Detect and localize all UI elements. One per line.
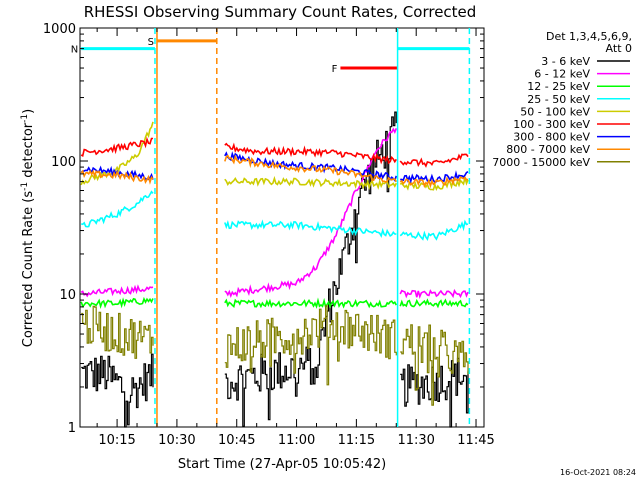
series-line	[224, 142, 397, 165]
series-line	[224, 127, 398, 298]
legend-label: 12 - 25 keV	[527, 80, 590, 93]
legend-label: 50 - 100 keV	[520, 105, 590, 118]
series-line	[224, 219, 397, 239]
series-line	[80, 190, 154, 228]
series-line	[224, 111, 397, 427]
series-line	[80, 121, 154, 186]
series-line	[80, 284, 154, 298]
legend-label: 100 - 300 keV	[513, 118, 590, 131]
x-tick-label: 10:15	[98, 433, 135, 448]
x-tick-label: 11:00	[278, 433, 315, 448]
flag-label: F	[332, 64, 338, 75]
legend-label: 25 - 50 keV	[527, 93, 590, 106]
x-tick-label: 11:15	[338, 433, 375, 448]
legend-label: 3 - 6 keV	[541, 55, 590, 68]
series-line	[399, 153, 469, 168]
y-tick-label: 10	[59, 288, 76, 303]
legend-label: 6 - 12 keV	[534, 68, 590, 81]
series-line	[224, 305, 397, 386]
y-tick-label: 100	[51, 155, 76, 170]
flag-layer: S N F	[71, 37, 470, 75]
chart-title: RHESSI Observing Summary Count Rates, Co…	[84, 3, 477, 21]
boundary-layer	[154, 28, 471, 427]
series-line	[399, 288, 469, 299]
legend-header-2: Att 0	[606, 42, 632, 55]
series-line	[224, 175, 398, 191]
series-line	[400, 357, 469, 428]
series-line	[224, 154, 397, 184]
series-line	[224, 297, 398, 309]
flag-label: N	[71, 45, 78, 56]
y-tick-label: 1	[68, 421, 76, 436]
y-tick-label: 1000	[43, 22, 76, 37]
y-axis-label: Corrected Count Rate (s-1 detector-1)	[20, 109, 36, 347]
series-line	[80, 296, 154, 310]
series-line	[399, 298, 469, 309]
series-line	[80, 169, 154, 185]
legend-label: 7000 - 15000 keV	[492, 156, 590, 169]
x-tick-label: 11:30	[397, 433, 434, 448]
plot-frame	[79, 27, 485, 428]
series-line	[80, 136, 153, 157]
x-axis-label: Start Time (27-Apr-05 10:05:42)	[178, 457, 386, 472]
series-layer	[80, 111, 469, 428]
series-line	[399, 219, 469, 242]
legend-label: 300 - 800 keV	[513, 131, 590, 144]
axes-layer: 1 10 100 1000 10:15 10:30 10:45 11:00 11:15 11:30…	[43, 22, 495, 448]
x-tick-label: 11:45	[457, 433, 494, 448]
x-tick-label: 10:45	[218, 433, 255, 448]
series-line	[399, 175, 469, 189]
series-line	[81, 353, 154, 428]
footer-timestamp: 16-Oct-2021 08:24	[560, 468, 636, 477]
flag-label: S	[148, 37, 154, 48]
series-line	[400, 170, 469, 184]
series-line	[400, 324, 469, 406]
series-line	[81, 305, 154, 359]
legend-label: 800 - 7000 keV	[506, 143, 590, 156]
legend-header-1: Det 1,3,4,5,6,9,	[546, 30, 632, 43]
x-tick-label: 10:30	[158, 433, 195, 448]
